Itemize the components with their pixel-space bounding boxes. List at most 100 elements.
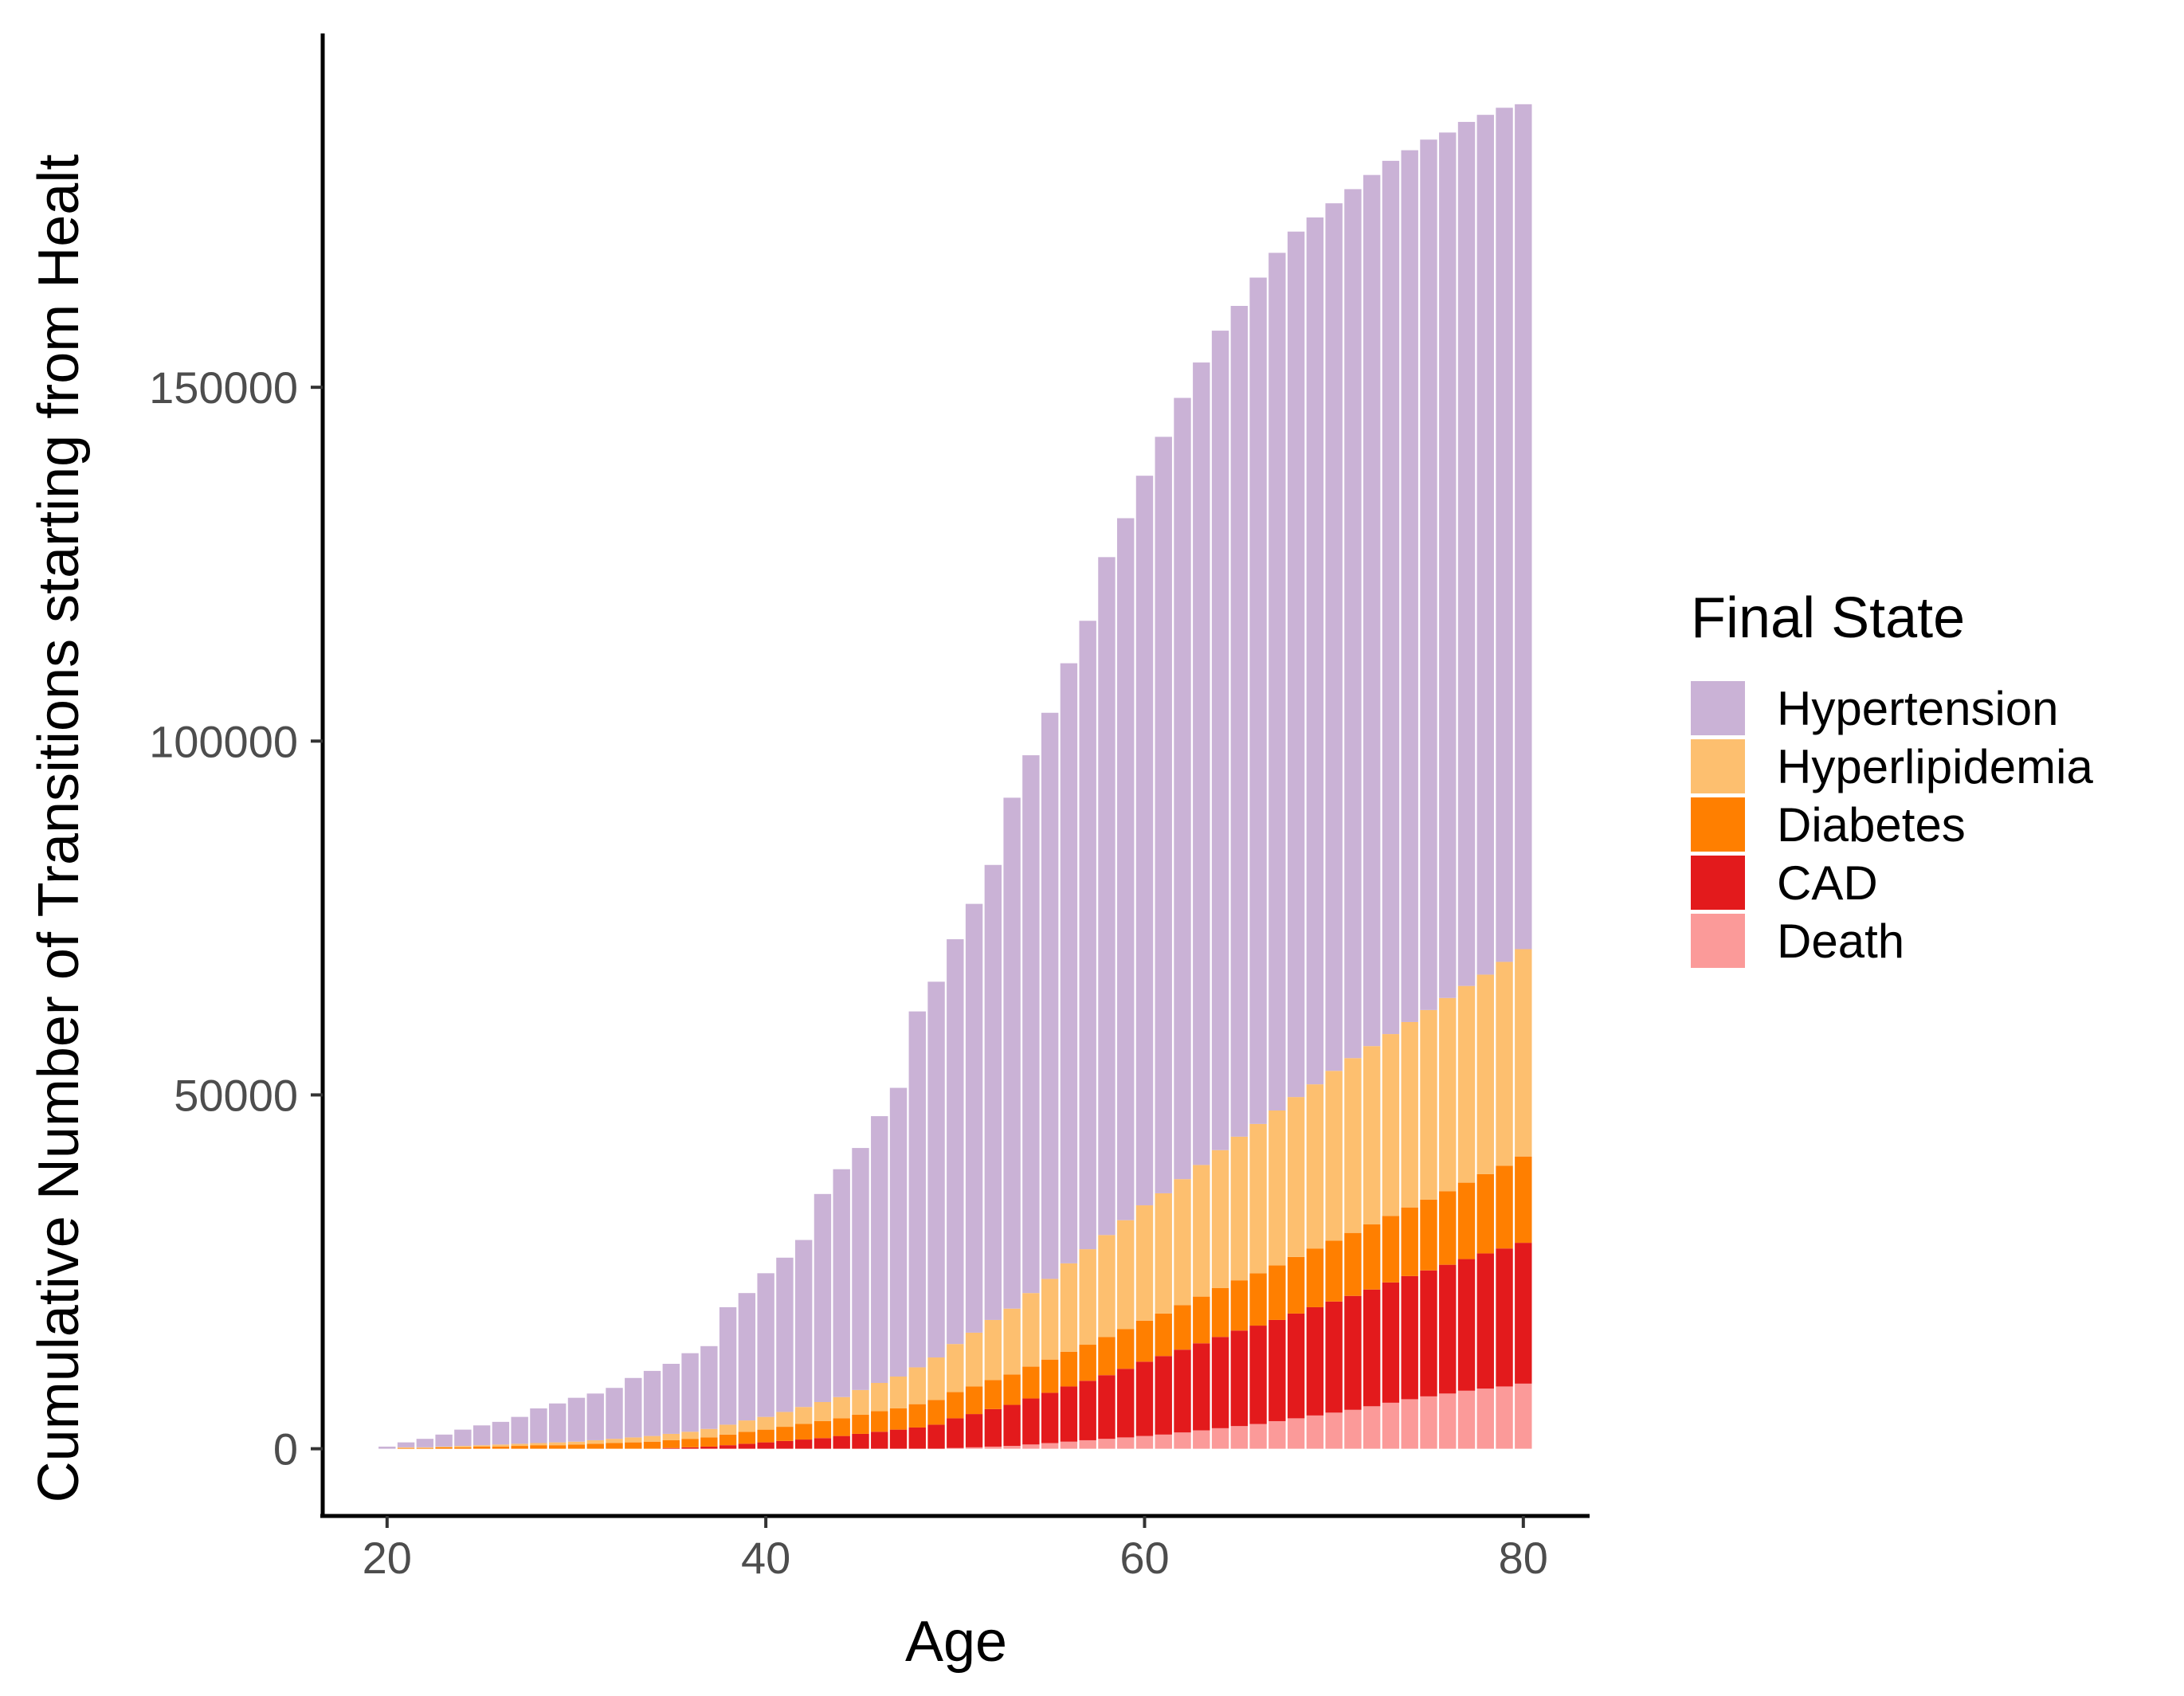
x-tick-label: 80 — [1499, 1533, 1548, 1583]
bar-cad-age-45 — [852, 1433, 869, 1449]
bar-hyperlipidemia-age-22 — [416, 1447, 434, 1448]
bar-hypertension-age-48 — [908, 1011, 926, 1368]
bar-hyperlipidemia-age-43 — [814, 1401, 832, 1421]
legend-items: HypertensionHyperlipidemiaDiabetesCADDea… — [1691, 681, 2093, 968]
bar-hyperlipidemia-age-79 — [1496, 962, 1513, 1166]
bar-hypertension-age-22 — [416, 1439, 434, 1447]
bar-hypertension-age-34 — [643, 1370, 661, 1436]
bar-diabetes-age-72 — [1363, 1224, 1381, 1290]
bar-hyperlipidemia-age-70 — [1325, 1071, 1343, 1241]
bar-hyperlipidemia-age-76 — [1439, 997, 1457, 1192]
bar-death-age-79 — [1496, 1386, 1513, 1449]
bar-hypertension-age-61 — [1155, 437, 1172, 1193]
y-tick-label: 50000 — [174, 1070, 298, 1120]
bar-hypertension-age-52 — [984, 864, 1002, 1320]
bar-death-age-56 — [1060, 1441, 1078, 1449]
bar-hyperlipidemia-age-42 — [794, 1407, 813, 1424]
bar-hypertension-age-26 — [492, 1421, 510, 1445]
bar-hypertension-age-62 — [1174, 398, 1191, 1180]
bar-hypertension-age-43 — [814, 1193, 832, 1402]
bar-cad-age-51 — [965, 1414, 983, 1447]
bar-diabetes-age-37 — [700, 1437, 718, 1447]
bar-hyperlipidemia-age-50 — [947, 1344, 964, 1392]
bar-hypertension-age-58 — [1098, 557, 1116, 1236]
bar-diabetes-age-44 — [833, 1418, 850, 1436]
bar-hypertension-age-29 — [549, 1403, 567, 1443]
bar-death-age-78 — [1476, 1389, 1494, 1449]
bar-diabetes-age-73 — [1382, 1216, 1400, 1283]
bar-diabetes-age-32 — [606, 1443, 623, 1449]
bar-hyperlipidemia-age-68 — [1287, 1097, 1305, 1257]
bar-cad-age-52 — [984, 1408, 1002, 1447]
bar-diabetes-age-41 — [776, 1427, 794, 1441]
bar-hypertension-age-38 — [719, 1306, 737, 1425]
bar-hypertension-age-78 — [1476, 115, 1494, 975]
bar-hypertension-age-51 — [965, 903, 983, 1333]
bar-cad-age-63 — [1193, 1343, 1210, 1431]
bar-hypertension-age-27 — [511, 1416, 528, 1444]
bar-cad-age-42 — [794, 1439, 813, 1449]
bar-hyperlipidemia-age-78 — [1476, 974, 1494, 1174]
bar-cad-age-47 — [889, 1429, 908, 1449]
bar-hyperlipidemia-age-49 — [927, 1357, 945, 1400]
bar-death-age-70 — [1325, 1412, 1343, 1449]
bar-cad-age-73 — [1382, 1282, 1400, 1403]
bar-diabetes-age-54 — [1022, 1366, 1040, 1399]
bar-diabetes-age-30 — [567, 1444, 586, 1449]
bar-hyperlipidemia-age-55 — [1041, 1279, 1059, 1360]
bar-diabetes-age-38 — [719, 1434, 737, 1446]
bar-hypertension-age-63 — [1193, 362, 1210, 1165]
bar-cad-age-37 — [700, 1446, 718, 1449]
bar-hyperlipidemia-age-75 — [1420, 1009, 1437, 1200]
bar-death-age-64 — [1211, 1428, 1229, 1449]
bar-hyperlipidemia-age-66 — [1249, 1123, 1267, 1274]
bar-cad-age-60 — [1135, 1361, 1154, 1436]
bar-diabetes-age-48 — [908, 1404, 926, 1428]
bar-diabetes-age-51 — [965, 1386, 983, 1415]
bar-cad-age-64 — [1211, 1337, 1229, 1428]
bar-hyperlipidemia-age-61 — [1155, 1193, 1172, 1314]
bar-hyperlipidemia-age-40 — [757, 1416, 774, 1430]
bar-cad-age-61 — [1155, 1356, 1172, 1435]
bar-diabetes-age-52 — [984, 1380, 1002, 1409]
bar-hypertension-age-56 — [1060, 663, 1078, 1263]
bar-diabetes-age-58 — [1098, 1337, 1116, 1376]
bar-death-age-60 — [1135, 1436, 1154, 1449]
bar-cad-age-53 — [1003, 1404, 1021, 1447]
bar-diabetes-age-50 — [947, 1392, 964, 1419]
bar-hyperlipidemia-age-33 — [625, 1437, 642, 1443]
legend: Final State HypertensionHyperlipidemiaDi… — [1691, 586, 2093, 968]
bar-diabetes-age-42 — [794, 1424, 813, 1440]
bar-death-age-71 — [1344, 1409, 1362, 1449]
bar-diabetes-age-71 — [1344, 1232, 1362, 1296]
bar-hyperlipidemia-age-62 — [1174, 1179, 1191, 1306]
bar-cad-age-72 — [1363, 1289, 1381, 1407]
bar-hyperlipidemia-age-29 — [549, 1442, 567, 1446]
bar-diabetes-age-40 — [757, 1429, 774, 1443]
bar-cad-age-50 — [947, 1418, 964, 1448]
bar-hyperlipidemia-age-26 — [492, 1444, 510, 1447]
bar-hypertension-age-59 — [1117, 518, 1135, 1220]
bar-diabetes-age-60 — [1135, 1320, 1154, 1362]
y-tick-label: 150000 — [149, 362, 298, 413]
bar-death-age-68 — [1287, 1418, 1305, 1449]
bar-cad-age-66 — [1249, 1326, 1267, 1424]
bar-hypertension-age-21 — [397, 1442, 415, 1447]
bar-cad-age-65 — [1230, 1330, 1249, 1427]
bar-hyperlipidemia-age-25 — [472, 1445, 491, 1447]
bar-diabetes-age-64 — [1211, 1287, 1229, 1338]
bar-hyperlipidemia-age-45 — [852, 1389, 869, 1415]
bar-hypertension-age-20 — [378, 1446, 396, 1449]
bar-hyperlipidemia-age-34 — [643, 1436, 661, 1442]
bar-death-age-65 — [1230, 1426, 1249, 1449]
bar-hypertension-age-49 — [927, 981, 945, 1358]
bar-hypertension-age-37 — [700, 1345, 718, 1429]
bar-hypertension-age-64 — [1211, 331, 1229, 1150]
bar-hyperlipidemia-age-46 — [871, 1383, 888, 1412]
bar-diabetes-age-23 — [435, 1447, 453, 1449]
bar-death-age-61 — [1155, 1434, 1172, 1449]
bar-cad-age-70 — [1325, 1301, 1343, 1413]
bar-diabetes-age-21 — [397, 1447, 415, 1449]
bar-diabetes-age-79 — [1496, 1165, 1513, 1249]
bar-hyperlipidemia-age-48 — [908, 1367, 926, 1404]
